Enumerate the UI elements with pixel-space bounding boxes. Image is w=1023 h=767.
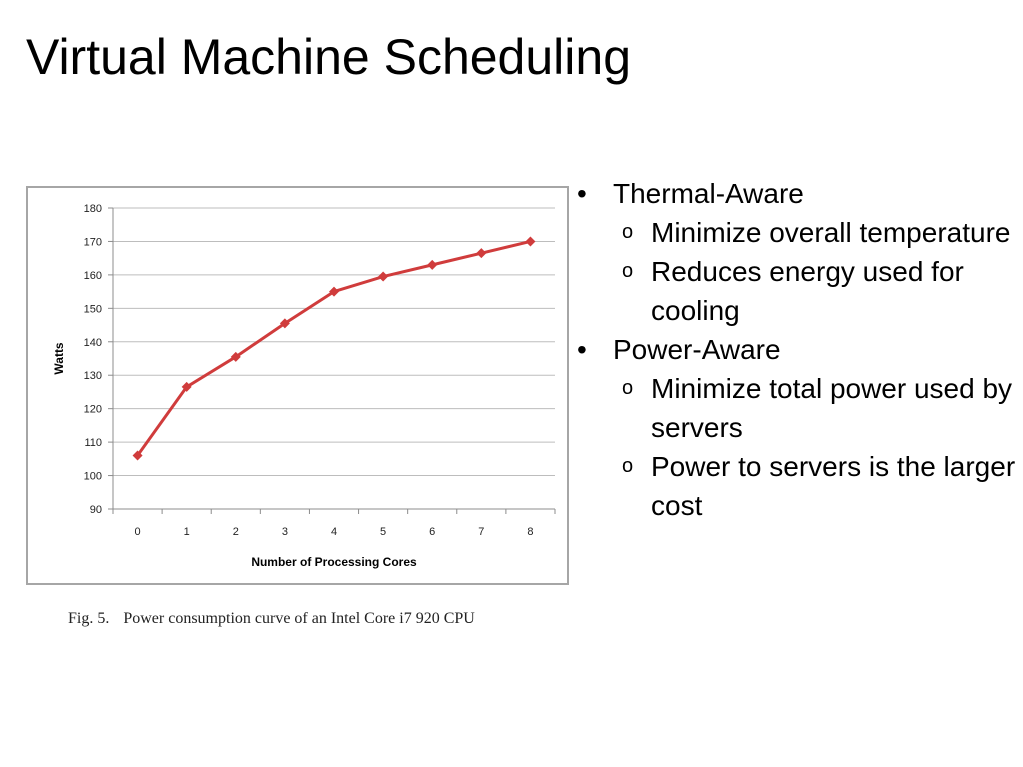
sub-bullet-text: Reduces energy used for cooling <box>651 256 964 326</box>
sub-bullet-item: o Minimize overall temperature <box>613 213 1017 252</box>
series-line <box>136 239 531 457</box>
slide-title: Virtual Machine Scheduling <box>26 29 632 85</box>
bullet-text: Power-Aware <box>613 334 781 365</box>
x-tick-label: 6 <box>429 526 435 538</box>
data-point-marker <box>378 271 389 282</box>
data-point-marker <box>525 236 536 247</box>
data-point-marker <box>230 351 241 362</box>
sub-bullet-text: Minimize overall temperature <box>651 217 1011 248</box>
sub-bullet-marker: o <box>622 455 634 477</box>
y-tick-label: 90 <box>90 504 102 516</box>
sub-bullet-marker: o <box>622 377 634 399</box>
data-point-marker <box>132 450 143 461</box>
x-tick-label: 5 <box>380 526 386 538</box>
x-tick-label: 8 <box>527 526 533 538</box>
bullet-text: Thermal-Aware <box>613 178 804 209</box>
x-axis-label: Number of Processing Cores <box>251 555 417 569</box>
figure-caption: Fig. 5. Power consumption curve of an Int… <box>68 610 548 628</box>
x-tick-label: 0 <box>134 526 140 538</box>
sub-bullet-item: o Reduces energy used for cooling <box>613 252 1017 330</box>
chart-series <box>132 236 536 461</box>
data-point-marker <box>329 286 339 297</box>
data-point-marker <box>181 381 192 392</box>
y-tick-label: 180 <box>84 203 102 215</box>
x-tick-label: 4 <box>331 526 337 538</box>
sub-bullet-list: o Minimize overall temperature o Reduces… <box>613 213 1017 330</box>
bullet-list: • Thermal-Aware o Minimize overall tempe… <box>577 174 1017 525</box>
power-consumption-chart: 90 100 110 120 130 140 150 160 170 180 0 1 2 3 4 5 6 7 8 N… <box>52 203 556 569</box>
y-tick-label: 170 <box>84 236 102 248</box>
bullet-thermal-aware: • Thermal-Aware o Minimize overall tempe… <box>577 174 1017 330</box>
sub-bullet-item: o Power to servers is the larger cost <box>613 447 1017 525</box>
bullet-marker: • <box>577 178 587 209</box>
sub-bullet-marker: o <box>622 260 634 282</box>
bullet-power-aware: • Power-Aware o Minimize total power use… <box>577 330 1017 525</box>
x-tick-label: 3 <box>282 526 288 538</box>
sub-bullet-item: o Minimize total power used by servers <box>613 369 1017 447</box>
sub-bullet-text: Minimize total power used by servers <box>651 373 1013 443</box>
sub-bullet-marker: o <box>622 221 634 243</box>
sub-bullet-text: Power to servers is the larger cost <box>651 451 1016 521</box>
y-tick-label: 160 <box>84 270 102 282</box>
figure-caption-text: Power consumption curve of an Intel Core… <box>123 610 475 627</box>
y-tick-label: 120 <box>84 404 102 416</box>
x-tick-label: 1 <box>184 526 190 538</box>
y-tick-label: 140 <box>84 337 102 349</box>
y-tick-label: 130 <box>84 370 102 382</box>
y-axis-label: Watts <box>52 342 66 375</box>
data-point-marker <box>427 259 438 270</box>
chart-frame: 90 100 110 120 130 140 150 160 170 180 0 1 2 3 4 5 6 7 8 N… <box>26 186 569 585</box>
x-tick-label: 2 <box>233 526 239 538</box>
chart-axes: 90 100 110 120 130 140 150 160 170 180 0 1 2 3 4 5 6 7 8 <box>84 203 556 538</box>
x-tick-label: 7 <box>478 526 484 538</box>
sub-bullet-list: o Minimize total power used by servers o… <box>613 369 1017 525</box>
bullet-marker: • <box>577 334 587 365</box>
chart-gridlines <box>113 207 555 477</box>
y-tick-label: 110 <box>84 437 102 449</box>
data-point-marker <box>476 248 487 259</box>
y-tick-label: 100 <box>84 471 102 483</box>
data-point-marker <box>279 318 290 329</box>
y-tick-label: 150 <box>84 303 102 315</box>
figure-caption-number: Fig. 5. <box>68 610 110 627</box>
